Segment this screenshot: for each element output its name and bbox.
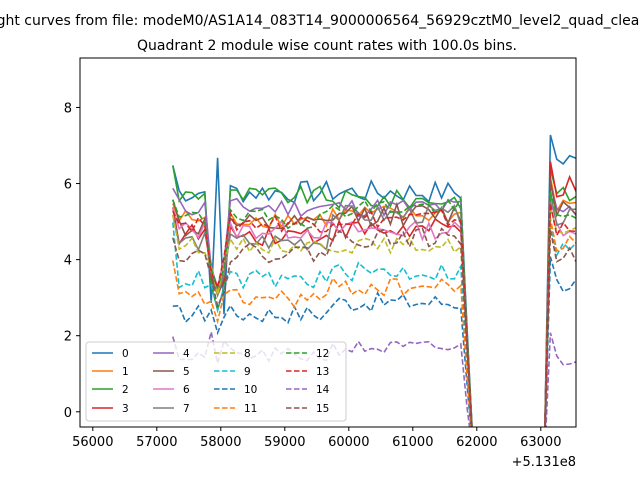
x-tick-label: 61000 xyxy=(392,435,433,450)
x-tick-label: 57000 xyxy=(136,435,177,450)
legend-label-8: 8 xyxy=(244,348,251,360)
legend-label-6: 6 xyxy=(183,384,190,396)
series-line-8 xyxy=(172,207,576,427)
chart-title: Quadrant 2 module wise count rates with … xyxy=(137,38,517,54)
y-axis-ticks: 0 2 4 6 8 xyxy=(64,101,80,421)
legend-label-11: 11 xyxy=(244,403,257,415)
x-tick-label: 62000 xyxy=(456,435,497,450)
legend-label-1: 1 xyxy=(122,366,129,378)
x-tick-label: 63000 xyxy=(520,435,561,450)
x-axis-offset-label: +5.131e8 xyxy=(512,455,576,470)
legend-label-12: 12 xyxy=(316,348,329,360)
series-line-15 xyxy=(172,227,576,427)
legend-label-3: 3 xyxy=(122,403,129,415)
legend-label-5: 5 xyxy=(183,366,190,378)
series-line-6 xyxy=(172,199,576,427)
series-lines xyxy=(172,134,576,427)
legend-label-9: 9 xyxy=(244,366,251,378)
series-line-4 xyxy=(172,184,576,427)
series-line-9 xyxy=(172,222,576,427)
legend-label-0: 0 xyxy=(122,348,129,360)
y-tick-label: 4 xyxy=(64,254,72,269)
x-tick-label: 60000 xyxy=(328,435,369,450)
series-line-3 xyxy=(172,161,576,427)
legend-frame xyxy=(85,341,347,422)
x-axis-ticks: 56000 57000 58000 59000 60000 61000 62000 63000 xyxy=(72,427,561,450)
series-line-14 xyxy=(172,331,576,427)
series-line-12 xyxy=(172,191,576,427)
figure-suptitle: Light curves from file: modeM0/AS1A14_08… xyxy=(0,13,640,29)
legend-label-4: 4 xyxy=(183,348,190,360)
y-tick-label: 6 xyxy=(64,178,72,193)
y-tick-label: 8 xyxy=(64,101,72,116)
y-tick-label: 2 xyxy=(64,330,72,345)
series-line-13 xyxy=(172,203,576,427)
y-tick-label: 0 xyxy=(64,406,72,421)
legend-label-7: 7 xyxy=(183,403,190,415)
legend-label-10: 10 xyxy=(244,384,257,396)
x-tick-label: 59000 xyxy=(264,435,305,450)
x-tick-label: 56000 xyxy=(72,435,113,450)
legend-label-14: 14 xyxy=(316,384,330,396)
plot-frame xyxy=(79,57,577,428)
legend-label-2: 2 xyxy=(122,384,129,396)
legend-label-13: 13 xyxy=(316,366,329,378)
legend-label-15: 15 xyxy=(316,403,329,415)
series-line-10 xyxy=(172,256,576,427)
series-line-7 xyxy=(172,191,576,427)
series-line-11 xyxy=(172,218,576,427)
x-tick-label: 58000 xyxy=(200,435,241,450)
series-line-1 xyxy=(172,176,576,427)
